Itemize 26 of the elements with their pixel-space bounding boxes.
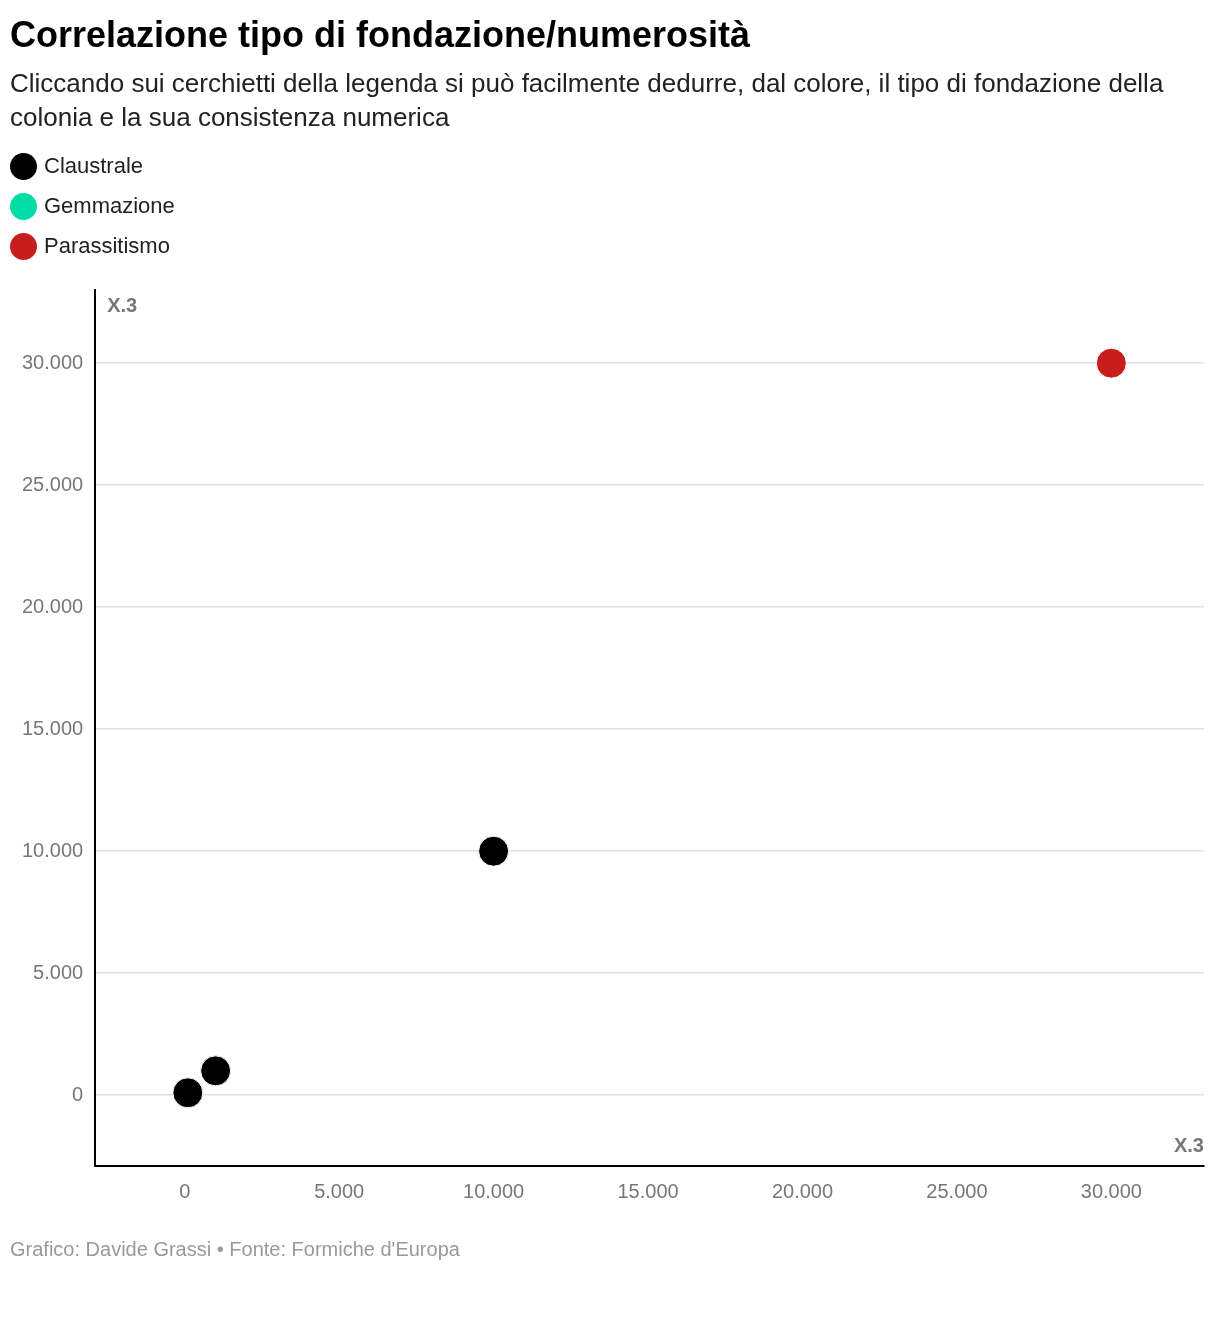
chart-title: Correlazione tipo di fondazione/numerosità [10, 14, 752, 56]
legend-label: Parassitismo [44, 233, 170, 259]
y-tick-label: 5.000 [33, 960, 84, 983]
x-tick-label: 30.000 [1080, 1179, 1142, 1202]
point [478, 835, 510, 867]
point [200, 1055, 232, 1087]
x-tick-label: 5.000 [314, 1179, 365, 1202]
x-tick-label: 20.000 [771, 1179, 834, 1202]
y-tick-label: 30.000 [22, 350, 84, 373]
y-tick-label: 0 [72, 1082, 84, 1105]
legend-label: Gemmazione [44, 193, 175, 219]
chart-subtitle: Cliccando sui cerchietti della legenda si può facilmente dedurre, dal colore, il tipo di fondazione della colonia e la sua consistenza numerica [10, 67, 1165, 134]
legend-label: Claustrale [44, 153, 144, 179]
text: Grafico: Davide Grassi • Fonte: Formiche d'Europa [10, 1238, 461, 1261]
x-tick-label: 10.000 [463, 1179, 525, 1202]
point [172, 1077, 204, 1109]
x-axis-title: X.3 [1173, 1133, 1204, 1156]
x-tick-label: 25.000 [926, 1179, 988, 1202]
x-tick-label: 15.000 [617, 1179, 679, 1202]
y-tick-label: 25.000 [22, 472, 84, 495]
x-tick-label: 0 [179, 1179, 191, 1202]
y-axis-title: X.3 [107, 293, 138, 316]
y-tick-label: 15.000 [22, 716, 84, 739]
y-tick-label: 20.000 [22, 594, 84, 617]
y-tick-label: 10.000 [22, 838, 84, 861]
point [1095, 347, 1127, 379]
